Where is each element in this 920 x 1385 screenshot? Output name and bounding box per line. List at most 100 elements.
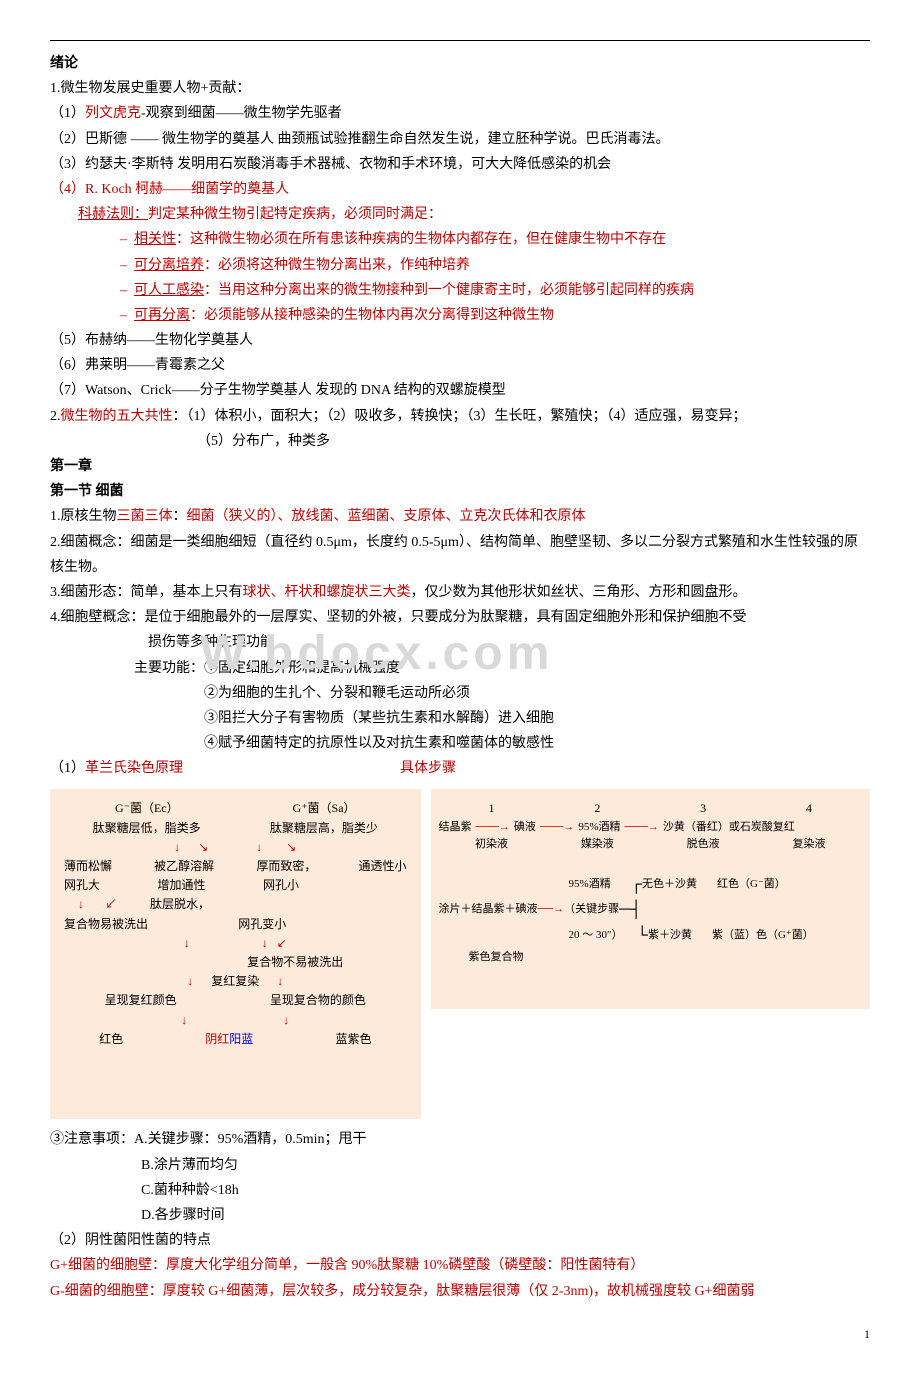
five-d: （5）分布广，种类多 [50, 429, 870, 454]
dl-r5b: 网孔变小 [238, 915, 286, 934]
gram-a: （1） [50, 761, 85, 776]
five-a: 2. [50, 409, 61, 424]
ch1-func: 主要功能：①固定细胞外形和提高机械强度 [50, 656, 870, 681]
k4-rest: ：必须能够从接种感染的生物体内再次分离得到这种微生物 [190, 308, 554, 323]
dr-t4: 复染液 [793, 836, 826, 854]
dr-res2b: 紫（蓝）色（G⁺菌） [712, 927, 814, 945]
dl-r2c: 厚而致密， [256, 857, 316, 876]
dr-s2: 碘液 [514, 819, 536, 837]
nC: C.菌种种龄<18h [50, 1178, 870, 1203]
dl-rb1: 呈现复合物的颜色 [270, 991, 366, 1010]
koch-k1: – 相关性：这种微生物必须在所有患该种疾病的生物体内都存在，但在健康生物中不存在 [50, 227, 870, 252]
ch1-l4a: 4.细胞壁概念：是位于细胞最外的一层厚实、坚韧的外被，只要成分为肽聚糖，具有固定… [50, 605, 870, 630]
p1-name: 列文虎克 [85, 106, 141, 121]
dl-r1b: 肽聚糖层高，脂类少 [270, 819, 378, 838]
nB: B.涂片薄而均匀 [50, 1153, 870, 1178]
ch1-l3: 3.细菌形态：简单，基本上只有球状、杆状和螺旋状三大类，仅少数为其他形状如丝状、… [50, 580, 870, 605]
koch-label: 科赫法则： [78, 207, 148, 222]
dl-r6: 复合物不易被洗出 [58, 953, 413, 972]
intro-p3: （3）约瑟夫·李斯特 发明用石炭酸消毒手术器械、衣物和手术环境，可大大降低感染的… [50, 152, 870, 177]
dr-t1: 初染液 [475, 836, 508, 854]
dr-res1a: 无色＋沙黄 [642, 876, 697, 894]
nD: D.各步骤时间 [50, 1203, 870, 1228]
koch-k4: – 可再分离：必须能够从接种感染的生物体内再次分离得到这种微生物 [50, 303, 870, 328]
k3-label: 可人工感染 [134, 283, 204, 298]
l3-a: 3.细菌形态：简单，基本上只有 [50, 585, 243, 600]
ch1-l2: 2.细菌概念：细菌是一类细胞细短（直径约 0.5μm，长度约 0.5-5μm）、… [50, 530, 870, 580]
l3-c: ，仅少数为其他形状如丝状、三角形、方形和圆盘形。 [411, 585, 747, 600]
dl-r2a: 薄而松懈 [64, 857, 112, 876]
dl-r4: 肽层脱水， [150, 897, 210, 911]
nA: A.关键步骤：95%酒精，0.5min；甩干 [134, 1132, 367, 1147]
k2-label: 可分离培养 [134, 258, 204, 273]
k1-label: 相关性 [134, 232, 176, 247]
dr-note1: （关键步骤 [564, 901, 619, 919]
dr-note2: 20 ～ 30″） [569, 927, 623, 945]
p1-b: -观察到细菌——微生物学先驱者 [141, 106, 342, 121]
five-traits: 2.微生物的五大共性：（1）体积小，面积大；（2）吸收多，转换快；（3）生长旺，… [50, 404, 870, 429]
dl-top-left: G⁻菌（Ec） [115, 799, 179, 818]
dl-lb1: 呈现复红颜色 [105, 991, 177, 1010]
intro-heading: 绪论 [50, 51, 870, 76]
ch1-l4b: 损伤等多种生理功能 [50, 630, 870, 655]
dr-t3: 脱色液 [687, 836, 720, 854]
top-rule [50, 40, 870, 41]
dl-lcolor: 红色 [99, 1030, 123, 1049]
intro-p7: （7）Watson、Crick——分子生物学奠基人 发现的 DNA 结构的双螺旋… [50, 378, 870, 403]
dl-yin: 阴红 [205, 1032, 229, 1046]
dl-r2d: 通透性小 [359, 857, 407, 876]
ch1-heading: 第一章 [50, 454, 870, 479]
koch-rule: 科赫法则：判定某种微生物引起特定疾病，必须同时满足： [50, 202, 870, 227]
five-b: 微生物的五大共性 [61, 409, 173, 424]
dl-r3a: 网孔大 [64, 876, 100, 895]
koch-k3: – 可人工感染：当用这种分离出来的微生物接种到一个健康寄主时，必须能够引起同样的… [50, 278, 870, 303]
intro-line1: 1.微生物发展史重要人物+贡献： [50, 76, 870, 101]
dl-r5a: 复合物易被洗出 [64, 915, 148, 934]
dl-r2b: 被乙醇溶解 [154, 857, 214, 876]
dr-h1: 1 [488, 799, 494, 818]
p1-a: （1） [50, 106, 85, 121]
note3: ③注意事项：A.关键步骤：95%酒精，0.5min；甩干 [50, 1127, 870, 1152]
koch-k2: – 可分离培养：必须将这种微生物分离出来，作纯种培养 [50, 253, 870, 278]
intro-p1: （1）列文虎克-观察到细菌——微生物学先驱者 [50, 101, 870, 126]
notes-gn: G-细菌的细胞壁：厚度较 G+细菌薄，层次较多，成分较复杂，肽聚糖层很薄（仅 2… [50, 1279, 870, 1304]
l1-d: 细菌（狭义的）、放线菌、蓝细菌、支原体、立克次氏体和衣原体 [187, 509, 586, 524]
gram-b: 革兰氏染色原理 [85, 761, 183, 776]
k3-rest: ：当用这种分离出来的微生物接种到一个健康寄主时，必须能够引起同样的疾病 [204, 283, 694, 298]
dr-res1b: 红色（G⁻菌） [717, 876, 786, 894]
dr-res2a: 紫＋沙黄 [648, 927, 692, 945]
l1-c: ： [173, 509, 187, 524]
l3-b: 球状、杆状和螺旋状三大类 [243, 585, 411, 600]
k1-rest: ：这种微生物必须在所有患该种疾病的生物体内都存在，但在健康生物中不存在 [176, 232, 666, 247]
func1: ①固定细胞外形和提高机械强度 [204, 661, 400, 676]
dr-s1: 结晶紫 [439, 819, 472, 837]
n3-label: ③注意事项： [50, 1132, 134, 1147]
intro-p2: （2）巴斯德 —— 微生物学的奠基人 曲颈瓶试验推翻生命自然发生说，建立胚种学说… [50, 127, 870, 152]
dl-r1a: 肽聚糖层低，脂类多 [93, 819, 201, 838]
dr-s3: 95%酒精 [578, 819, 620, 837]
dr-t2: 媒染液 [581, 836, 614, 854]
dr-h4: 4 [806, 799, 812, 818]
page-number: 1 [50, 1324, 870, 1346]
func2: ②为细胞的生扎个、分裂和鞭毛运动所必须 [50, 681, 870, 706]
notes-p2: （2）阴性菌阳性菌的特点 [50, 1228, 870, 1253]
dl-top-right: G⁺菌（Sa） [293, 799, 356, 818]
dl-r3b: 增加通性 [158, 876, 206, 895]
koch-rest: 判定某种微生物引起特定疾病，必须同时满足： [148, 207, 442, 222]
gram-title-row: （1）革兰氏染色原理 具体步骤 [50, 756, 870, 781]
func3: ③阻拦大分子有害物质（某些抗生素和水解酶）进入细胞 [50, 706, 870, 731]
l1-a: 1.原核生物 [50, 509, 117, 524]
diagram-right: 1 2 3 4 结晶紫───→ 碘液───→ 95%酒精───→ 沙黄（番红）或… [431, 789, 870, 1009]
dr-h3: 3 [700, 799, 706, 818]
dl-refill: 复红复染 [211, 974, 259, 988]
dl-r3c: 网孔小 [263, 876, 299, 895]
k4-label: 可再分离 [134, 308, 190, 323]
l1-b: 三菌三体 [117, 509, 173, 524]
intro-p4: （4）R. Koch 柯赫——细菌学的奠基人 [50, 177, 870, 202]
gram-c: 具体步骤 [400, 761, 456, 776]
dr-flow2: 95%酒精 [569, 876, 611, 894]
dl-rcolor: 蓝紫色 [335, 1030, 371, 1049]
func4: ④赋予细菌特定的抗原性以及对抗生素和噬菌体的敏感性 [50, 731, 870, 756]
func-label: 主要功能： [134, 661, 204, 676]
dl-yang: 阳蓝 [229, 1032, 253, 1046]
